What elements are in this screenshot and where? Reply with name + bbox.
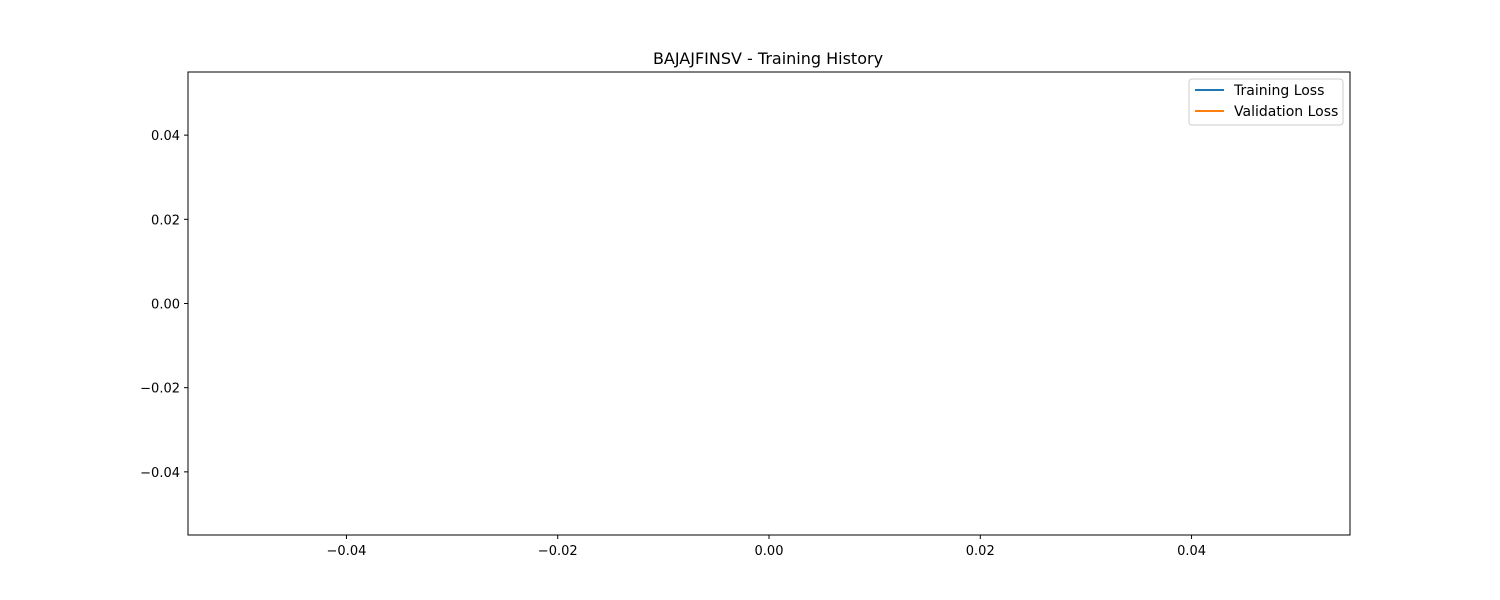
- plot-area: [187, 71, 1351, 536]
- y-tick-label: −0.02: [140, 382, 180, 397]
- y-axis-ticks: 0.04 0.02 0.00 −0.02 −0.04: [140, 129, 188, 481]
- x-tick-label: 0.02: [966, 544, 995, 559]
- legend-box: [1188, 78, 1344, 126]
- x-tick-label: −0.02: [538, 544, 578, 559]
- legend-label-validation-loss: Validation Loss: [1234, 104, 1338, 120]
- y-tick-label: 0.00: [151, 298, 180, 313]
- chart-title: BAJAJFINSV - Training History: [653, 49, 883, 68]
- y-tick-label: −0.04: [140, 466, 180, 481]
- x-tick-label: 0.00: [755, 544, 784, 559]
- legend: Training Loss Validation Loss: [1188, 78, 1344, 126]
- x-tick-label: 0.04: [1177, 544, 1206, 559]
- x-axis-ticks: −0.04 −0.02 0.00 0.02 0.04: [327, 535, 1206, 559]
- x-tick-label: −0.04: [327, 544, 367, 559]
- y-tick-label: 0.04: [151, 129, 180, 144]
- y-tick-label: 0.02: [151, 213, 180, 228]
- legend-label-training-loss: Training Loss: [1233, 83, 1324, 99]
